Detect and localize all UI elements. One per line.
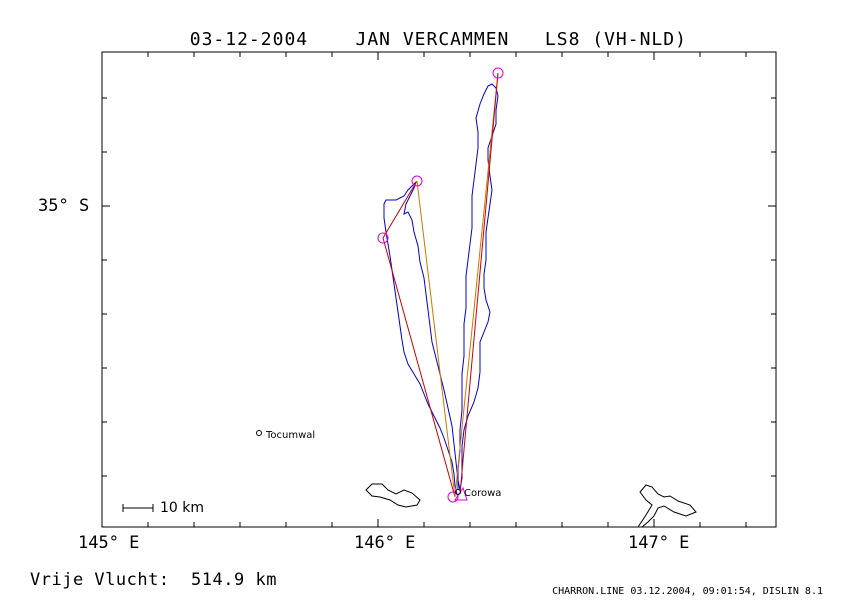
town-label-tocumwal: Tocumwal: [266, 430, 316, 441]
turnpoint-circle: [447, 491, 459, 503]
turnpoint-circle: [377, 232, 389, 244]
task-leg-orange: [416, 72, 499, 498]
task-leg-red: [382, 180, 456, 498]
free-flight-summary: Vrije Vlucht: 514.9 km: [30, 570, 277, 590]
x-tick-label: 146° E: [354, 533, 416, 553]
flight-track: [383, 83, 499, 495]
town-marker-tocumwal: [256, 430, 262, 436]
task-leg-red-2: [459, 72, 499, 495]
free-flight-distance: 514.9 km: [191, 570, 277, 590]
footer-info: CHARRON.LINE 03.12.2004, 09:01:54, DISLI…: [552, 586, 823, 597]
turnpoint-circle: [492, 67, 504, 79]
flight-date: 03-12-2004: [189, 29, 309, 50]
y-tick-label: 35° S: [38, 196, 90, 216]
turnpoint-markers: [377, 67, 504, 503]
town-marker-corowa: [455, 489, 461, 495]
lake-outline-2: [637, 484, 697, 528]
lake-outline-1: [365, 483, 421, 508]
pilot-name: JAN VERCAMMEN: [355, 29, 510, 50]
town-label-corowa: Corowa: [464, 488, 502, 499]
x-tick-label: 147° E: [628, 533, 690, 553]
turnpoint-circle: [411, 175, 423, 187]
scale-bar: [122, 504, 154, 512]
scale-label: 10 km: [160, 500, 205, 516]
free-flight-label: Vrije Vlucht:: [30, 570, 170, 590]
map-frame: [101, 51, 777, 528]
x-tick-label: 145° E: [78, 533, 140, 553]
glider-type: LS8 (VH-NLD): [544, 29, 687, 50]
tick-marks: [101, 52, 776, 527]
chart-title: 03-12-2004 JAN VERCAMMEN LS8 (VH-NLD): [0, 8, 853, 50]
